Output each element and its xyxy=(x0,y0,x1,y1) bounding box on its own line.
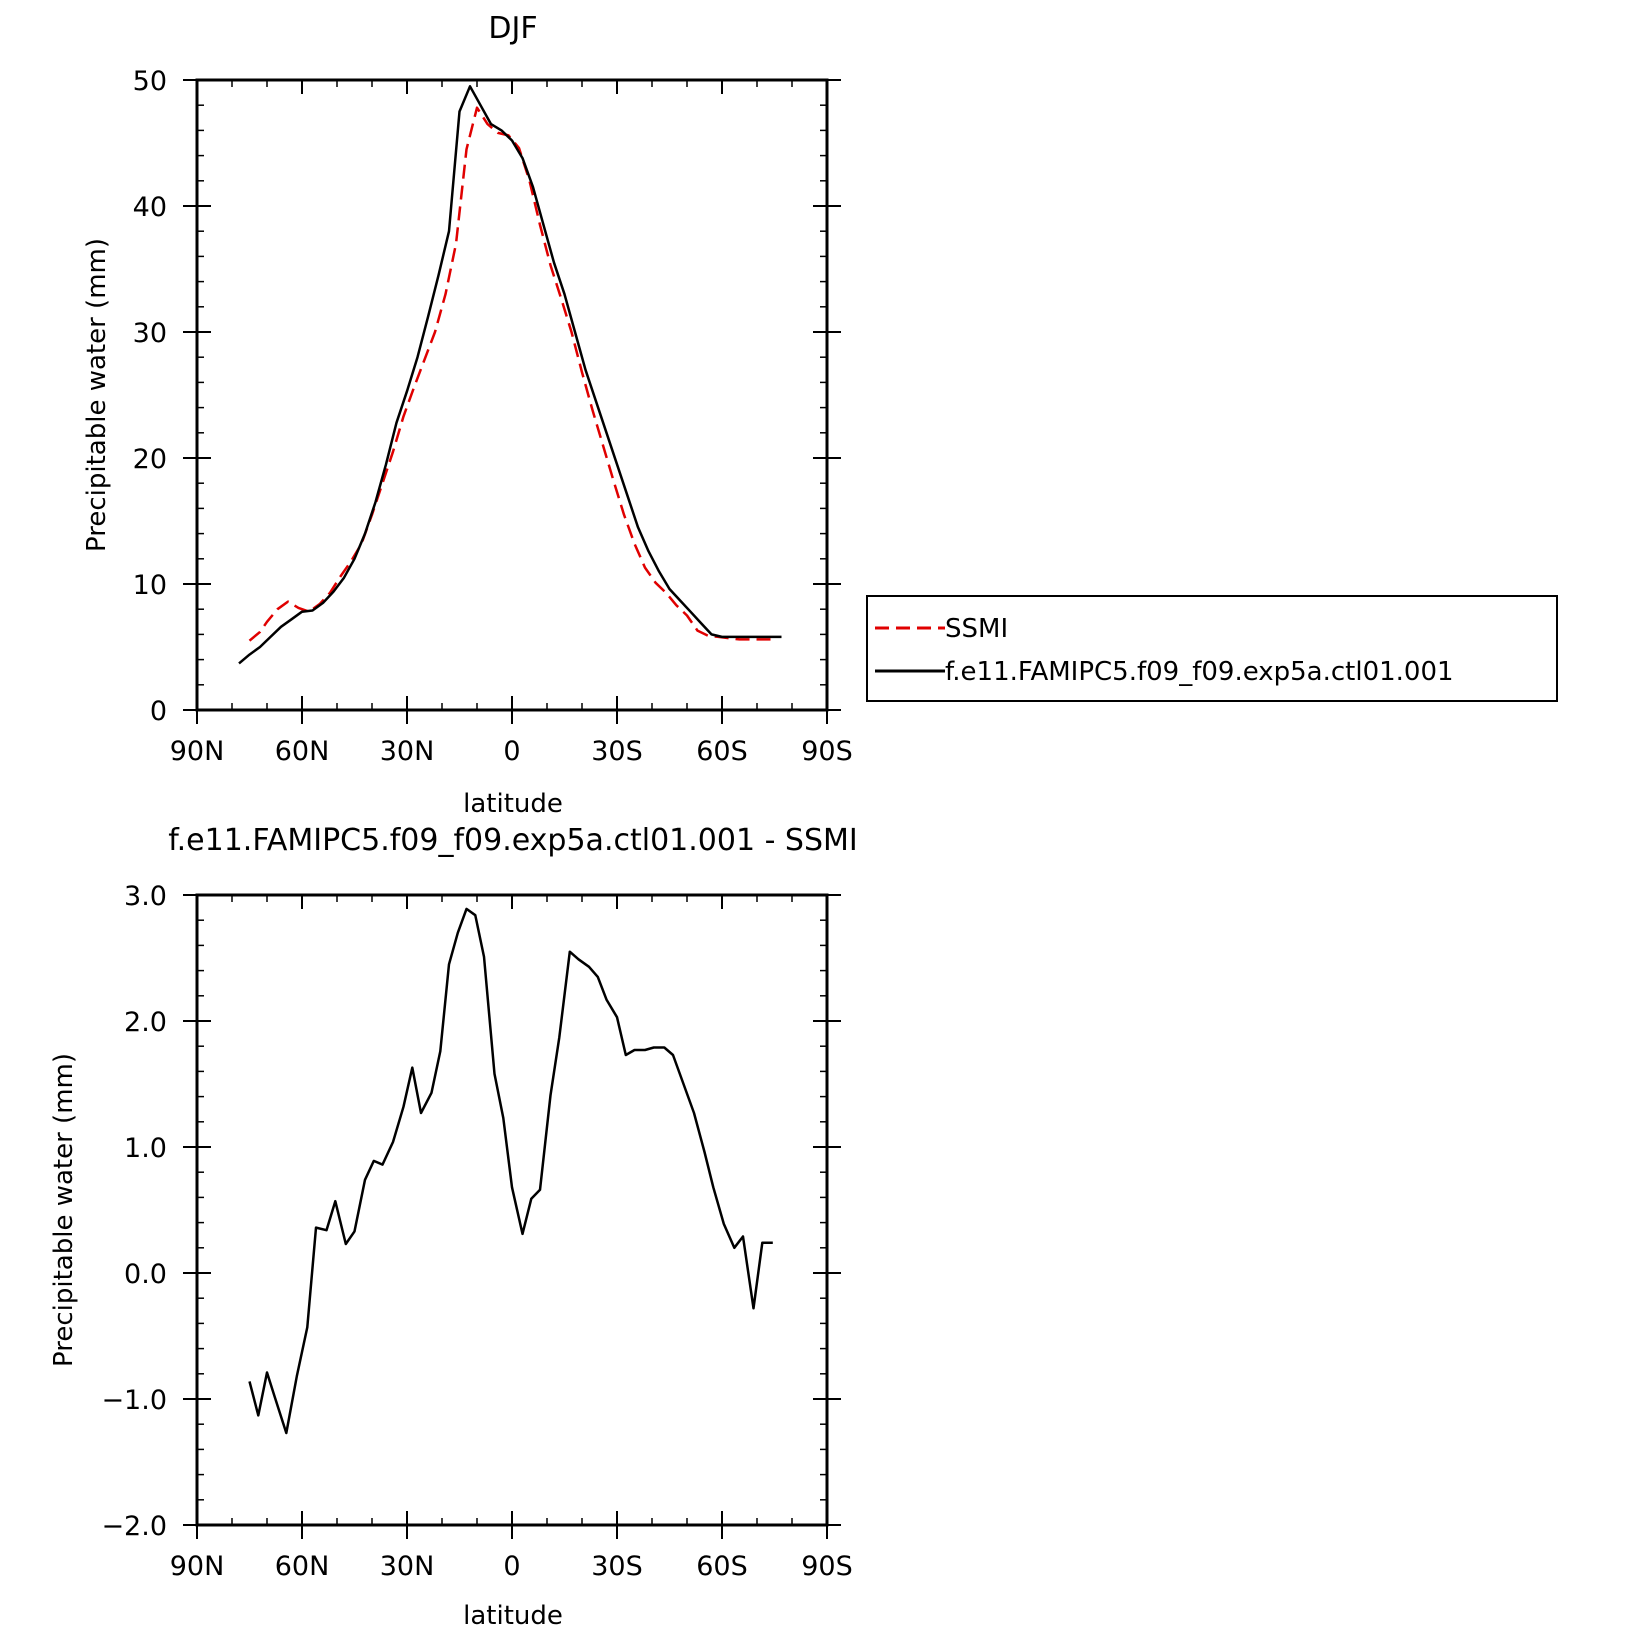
x-tick-label: 90S xyxy=(801,736,853,767)
x-tick-label: 90S xyxy=(801,1551,853,1582)
y-tick-label: 0.0 xyxy=(124,1259,167,1290)
y-axis-title: Precipitable water (mm) xyxy=(82,238,112,552)
series-line-0 xyxy=(248,106,771,642)
legend: SSMI f.e11.FAMIPC5.f09_f09.exp5a.ctl01.0… xyxy=(866,595,1558,702)
y-tick-label: 1.0 xyxy=(124,1133,167,1164)
x-tick-label: 0 xyxy=(503,736,520,767)
x-tick-label: 60S xyxy=(696,1551,748,1582)
y-tick-label: 50 xyxy=(133,66,167,97)
plot-frame xyxy=(195,78,829,712)
series-line-0 xyxy=(248,907,773,1435)
x-tick-label: 90N xyxy=(170,736,225,767)
y-tick-label: 3.0 xyxy=(124,881,167,912)
series-line-1 xyxy=(238,85,782,665)
x-tick-label: 0 xyxy=(503,1551,520,1582)
y-tick-label: 30 xyxy=(133,318,167,349)
y-tick-label: −2.0 xyxy=(101,1511,167,1542)
x-tick-label: 60N xyxy=(275,736,330,767)
x-axis-title: latitude xyxy=(463,1601,563,1630)
x-tick-label: 30N xyxy=(380,1551,435,1582)
x-tick-label: 60S xyxy=(696,736,748,767)
y-tick-label: 40 xyxy=(133,192,167,223)
legend-box xyxy=(866,595,1558,702)
chart-title: DJF xyxy=(488,11,537,46)
y-tick-label: 20 xyxy=(133,444,167,475)
y-tick-label: 10 xyxy=(133,570,167,601)
y-tick-label: −1.0 xyxy=(101,1385,167,1416)
legend-label-ssmi: SSMI xyxy=(945,614,1008,644)
x-tick-label: 30S xyxy=(591,736,643,767)
x-tick-label: 30N xyxy=(380,736,435,767)
y-tick-label: 2.0 xyxy=(124,1007,167,1038)
difference-chart-title: f.e11.FAMIPC5.f09_f09.exp5a.ctl01.001 - … xyxy=(168,823,858,858)
lower-chart-panel: f.e11.FAMIPC5.f09_f09.exp5a.ctl01.001 - … xyxy=(49,823,858,1630)
x-tick-label: 90N xyxy=(170,1551,225,1582)
plot-frame xyxy=(195,893,829,1527)
legend-label-model: f.e11.FAMIPC5.f09_f09.exp5a.ctl01.001 xyxy=(945,657,1454,687)
upper-chart-panel: DJF 90N 60N 30N 0 30S 60S 90S 0 10 20 30 40 50 latit… xyxy=(82,11,1558,819)
x-tick-label: 30S xyxy=(591,1551,643,1582)
y-tick-label: 0 xyxy=(150,696,167,727)
y-axis-title: Precipitable water (mm) xyxy=(49,1053,79,1367)
x-tick-label: 60N xyxy=(275,1551,330,1582)
x-axis-title: latitude xyxy=(463,789,563,819)
